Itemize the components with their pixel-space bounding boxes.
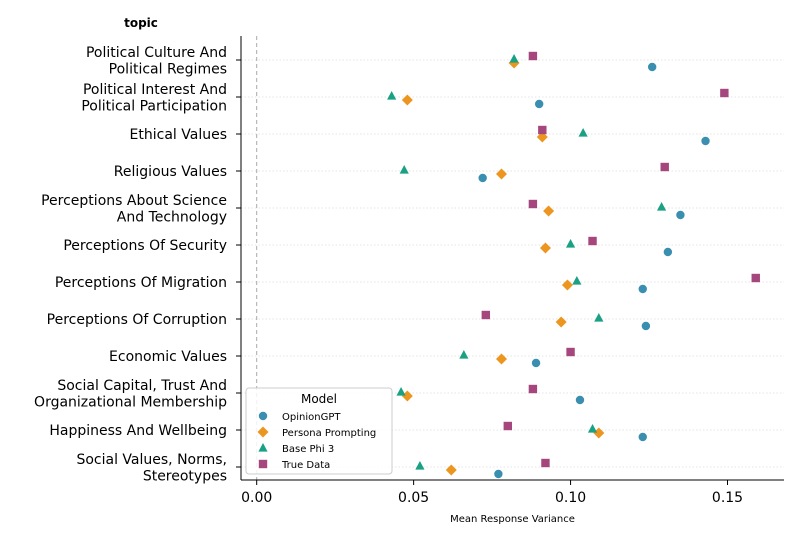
point-opiniongpt [638,284,647,294]
topic-label: Perceptions Of Security [63,238,227,254]
point-persona-prompting [496,168,508,180]
point-opiniongpt [575,395,585,405]
legend-label: Persona Prompting [282,428,376,439]
point-true-data [503,421,512,431]
x-axis-title: Mean Response Variance [450,514,575,525]
legend: Model OpinionGPT Persona Prompting Base Ph… [245,387,393,475]
legend-title: Model [301,392,337,406]
point-true-data [528,384,538,394]
point-base-phi-3 [387,91,397,100]
point-base-phi-3 [572,276,582,285]
point-opiniongpt [647,62,657,72]
point-base-phi-3 [459,350,469,359]
point-persona-prompting [561,279,573,291]
point-true-data [481,310,491,320]
point-true-data [528,51,538,61]
point-opiniongpt [641,321,651,331]
legend-marker [258,443,268,452]
point-persona-prompting [401,94,413,106]
legend-box [245,387,393,475]
point-opiniongpt [494,469,503,479]
y-axis-header: topic [124,16,158,30]
topic-label: Economic Values [109,349,227,365]
x-axis-ticks: 0.00 0.05 0.10 0.15 [241,480,743,506]
legend-marker [258,459,268,469]
point-base-phi-3 [578,128,588,137]
point-base-phi-3 [399,165,409,174]
point-base-phi-3 [656,202,667,211]
topic-label: Political Regimes [109,61,227,77]
x-tick-label: 0.15 [712,490,743,506]
point-base-phi-3 [509,54,519,63]
legend-label: Base Phi 3 [282,444,334,455]
point-opiniongpt [534,99,544,109]
point-true-data [720,88,729,98]
point-persona-prompting [536,131,548,143]
point-true-data [566,347,575,357]
x-tick-label: 0.00 [241,490,272,506]
data-points [387,51,760,479]
topic-label: Religious Values [114,164,227,180]
point-persona-prompting [593,427,605,439]
point-true-data [751,273,760,283]
point-opiniongpt [663,247,673,257]
x-tick-label: 0.05 [398,490,429,506]
point-true-data [538,125,547,135]
point-true-data [588,236,597,246]
point-persona-prompting [539,242,551,254]
point-base-phi-3 [565,239,576,248]
topic-label: Political Interest And [83,82,227,98]
topic-label: Stereotypes [143,468,227,484]
point-base-phi-3 [594,313,604,322]
grid-lines [241,59,784,468]
point-true-data [660,162,669,172]
topic-label: Ethical Values [130,127,227,143]
point-base-phi-3 [396,387,406,396]
legend-items: OpinionGPT Persona Prompting Base Phi 3 Tru… [257,411,376,471]
point-base-phi-3 [587,424,598,433]
point-persona-prompting [496,353,508,365]
point-opiniongpt [701,136,710,146]
topic-label: Organizational Membership [34,394,227,410]
legend-label: OpinionGPT [282,412,341,423]
topic-label: Perceptions Of Migration [55,275,227,291]
point-persona-prompting [445,464,457,476]
topic-label: Perceptions Of Corruption [47,312,227,328]
topic-label: Political Culture And [86,45,227,61]
point-true-data [528,199,538,209]
topic-label: Happiness And Wellbeing [49,423,227,439]
point-base-phi-3 [415,461,425,470]
point-persona-prompting [555,316,567,328]
topic-label: Social Values, Norms, [76,452,227,468]
legend-marker [257,426,269,438]
point-opiniongpt [638,432,647,442]
point-persona-prompting [543,205,555,217]
topic-label: Perceptions About Science [41,193,227,209]
topic-label: And Technology [117,209,227,225]
topic-label: Political Participation [81,98,227,114]
topic-label: Social Capital, Trust And [57,378,227,394]
point-opiniongpt [531,358,541,368]
legend-marker [258,411,268,421]
x-tick-label: 0.10 [555,490,586,506]
point-persona-prompting [401,390,413,402]
point-opiniongpt [478,173,487,183]
legend-label: True Data [281,460,330,471]
point-true-data [541,458,550,468]
point-opiniongpt [676,210,685,220]
